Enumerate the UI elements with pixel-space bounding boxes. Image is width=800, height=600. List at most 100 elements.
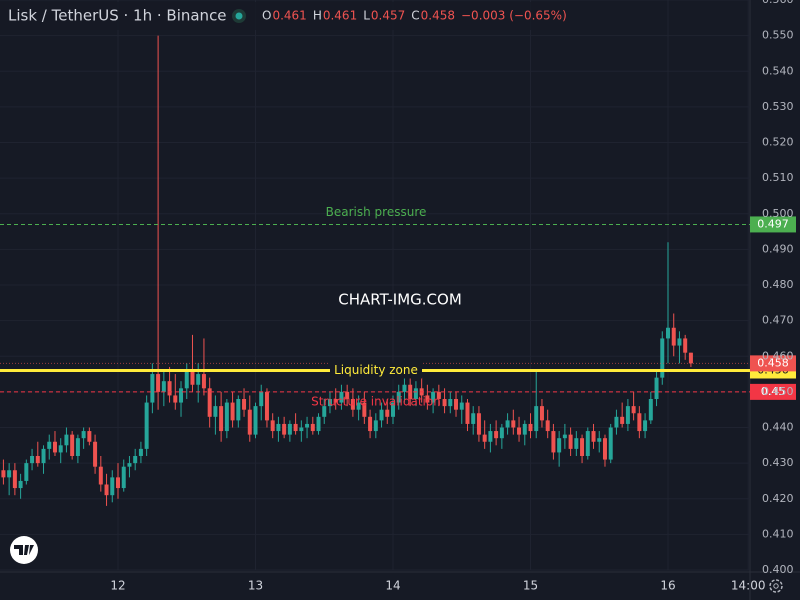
level-label: Bearish pressure [326, 205, 427, 219]
candle-body [620, 416, 625, 424]
candle-body [442, 399, 447, 407]
candle-body [41, 448, 46, 464]
candle-body [488, 431, 493, 442]
y-tick-label: 0.460 [762, 349, 794, 362]
candle-body [591, 431, 596, 442]
watermark: CHART-IMG.COM [338, 291, 462, 309]
status-dot [235, 12, 243, 20]
symbol-title: Lisk / TetherUS · 1h · Binance [8, 7, 227, 25]
gear-hub[interactable] [773, 583, 779, 589]
candle-body [116, 477, 120, 489]
candle-body [505, 420, 510, 428]
candle-body [499, 427, 504, 439]
y-tick-label: 0.550 [762, 29, 794, 42]
candle-body [30, 456, 35, 464]
ohlc-value: 0.457 [371, 9, 405, 23]
candle-body [133, 456, 138, 464]
candle-body [213, 406, 218, 417]
candle-body [287, 423, 292, 435]
candle-body [454, 399, 459, 410]
candle-body [660, 338, 665, 378]
candle-body [631, 406, 636, 414]
ohlc-key: O [262, 9, 271, 23]
candle-body [534, 406, 539, 432]
candle-body [539, 406, 544, 421]
candle-body [391, 402, 395, 417]
candle-body [150, 374, 155, 403]
candle-body [98, 466, 103, 485]
y-tick-label: 0.480 [762, 278, 794, 291]
ohlc-legend: O 0.461 H 0.461 L 0.457 C 0.458 −0.003 (−0.65%) [262, 9, 567, 23]
candle-body [121, 466, 126, 489]
candle-body [471, 413, 476, 424]
y-tick-label: 0.450 [762, 385, 794, 398]
logo-circle [10, 536, 38, 564]
y-tick-label: 0.540 [762, 64, 794, 77]
grid [0, 0, 750, 571]
candle-body [64, 434, 69, 446]
candle-body [35, 456, 40, 464]
candle-body [305, 423, 310, 428]
gear[interactable] [769, 579, 783, 593]
candle-body [293, 423, 298, 432]
candle-body [282, 423, 287, 435]
candle-body [253, 406, 258, 435]
candle-body [219, 406, 224, 432]
candle-body [465, 402, 470, 424]
candle-body [396, 391, 401, 403]
candle-body [179, 388, 184, 403]
settings-icon[interactable] [769, 579, 783, 593]
candle-body [637, 413, 642, 432]
tv-logo [10, 536, 38, 564]
x-tick-label: 13 [248, 579, 263, 593]
candle-body [350, 399, 355, 410]
candle-body [167, 381, 172, 396]
candle-body [476, 413, 481, 435]
candle-body [671, 327, 676, 346]
y-tick-label: 0.400 [762, 563, 794, 576]
candle-body [81, 431, 86, 439]
candle-body [58, 445, 63, 453]
y-tick-label: 0.500 [762, 207, 794, 220]
level-price-label: 0.497 [757, 217, 789, 230]
candle-body [70, 434, 75, 456]
candle-body [436, 391, 441, 399]
candle-body [259, 391, 264, 407]
candle-body [236, 399, 241, 421]
y-tick-label: 0.490 [762, 242, 794, 255]
level-label-gap [330, 362, 422, 379]
level-label: Liquidity zone [334, 363, 418, 377]
ohlc-value: 0.461 [272, 9, 306, 23]
candle-body [93, 441, 98, 467]
candle-body [18, 480, 23, 489]
candle-body [270, 420, 275, 432]
candle-body [207, 388, 212, 417]
candle-body [184, 370, 189, 389]
candle-body [224, 402, 229, 432]
candles [1, 35, 693, 506]
candle-body [362, 402, 367, 417]
x-tick-label: 14:00 [731, 579, 766, 593]
candle-body [173, 395, 178, 403]
candle-body [648, 399, 653, 421]
candle-body [568, 434, 573, 449]
x-tick-label: 15 [523, 579, 538, 593]
y-tick-label: 0.440 [762, 421, 794, 434]
candle-body [597, 438, 602, 442]
candle-body [24, 463, 29, 481]
y-tick-label: 0.520 [762, 136, 794, 149]
candle-body [104, 484, 109, 496]
candle-body [196, 374, 201, 385]
candle-body [551, 431, 556, 453]
candle-body [201, 374, 206, 389]
y-tick-label: 0.420 [762, 492, 794, 505]
candle-body [333, 399, 338, 403]
candle-body [402, 384, 407, 392]
candle-body [517, 427, 522, 435]
candle-body [242, 399, 247, 410]
candle-body [408, 384, 413, 399]
y-tick-label: 0.530 [762, 100, 794, 113]
candle-body [585, 431, 590, 456]
level-price-box [750, 383, 796, 400]
